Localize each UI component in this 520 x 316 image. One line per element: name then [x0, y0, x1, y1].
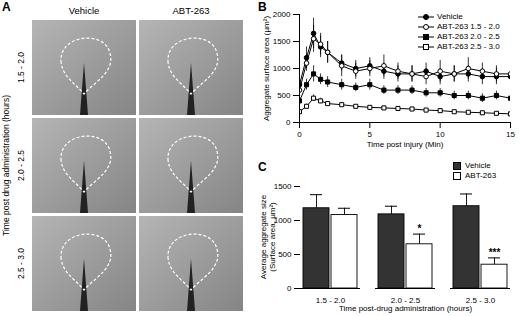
- svg-text:A: A: [2, 0, 11, 14]
- html-text:C: C: [258, 160, 267, 174]
- svg-text:1000: 1000: [273, 216, 292, 226]
- svg-text:2.5 - 3.0: 2.5 - 3.0: [465, 296, 496, 306]
- svg-text:0: 0: [286, 118, 291, 127]
- svg-text:500: 500: [278, 250, 292, 259]
- svg-text:*: *: [418, 223, 422, 234]
- html-text:Vehicle: Vehicle: [465, 161, 491, 170]
- svg-text:500: 500: [277, 91, 291, 100]
- svg-text:2.5 - 3.0: 2.5 - 3.0: [16, 248, 26, 279]
- svg-text:1500: 1500: [274, 182, 292, 191]
- svg-text:2.0 - 2.5: 2.0 - 2.5: [16, 150, 26, 181]
- html-text:ABT-263 2.0 - 2.5: ABT-263 2.0 - 2.5: [437, 32, 500, 41]
- svg-text:0: 0: [287, 284, 292, 293]
- svg-text:Time post-drug administration: Time post-drug administration (hours): [339, 304, 472, 313]
- html-text:ABT-263: ABT-263: [465, 171, 497, 180]
- html-text:ABT-263 1.5 - 2.0: ABT-263 1.5 - 2.0: [437, 22, 500, 31]
- svg-text:15: 15: [506, 130, 515, 139]
- svg-text:2.0 - 2.5: 2.0 - 2.5: [390, 296, 421, 306]
- svg-text:Aggregate surface area (µm²): Aggregate surface area (µm²): [262, 16, 271, 121]
- svg-text:1000: 1000: [273, 64, 291, 73]
- svg-text:Time post injury (Min): Time post injury (Min): [367, 140, 444, 149]
- svg-text:ABT-263: ABT-263: [173, 5, 210, 16]
- svg-text:Time post drug administration: Time post drug administration (hours): [1, 95, 11, 236]
- html-text:B: B: [258, 0, 267, 14]
- svg-text:10: 10: [436, 130, 445, 139]
- svg-text:5: 5: [368, 130, 373, 139]
- html-text:Average aggregate size (Surfac: Average aggregate size (Surface area, µm…: [259, 194, 277, 280]
- svg-text:2000: 2000: [273, 10, 291, 19]
- svg-text:1.5 - 2.0: 1.5 - 2.0: [315, 296, 346, 306]
- svg-text:0: 0: [297, 130, 302, 139]
- html-text:Vehicle: Vehicle: [437, 12, 463, 21]
- svg-text:1.5 - 2.0: 1.5 - 2.0: [16, 52, 26, 83]
- svg-text:Vehicle: Vehicle: [69, 5, 100, 16]
- svg-text:***: ***: [489, 247, 501, 258]
- svg-text:1500: 1500: [273, 37, 291, 46]
- html-text:ABT-263 2.5 - 3.0: ABT-263 2.5 - 3.0: [437, 42, 500, 51]
